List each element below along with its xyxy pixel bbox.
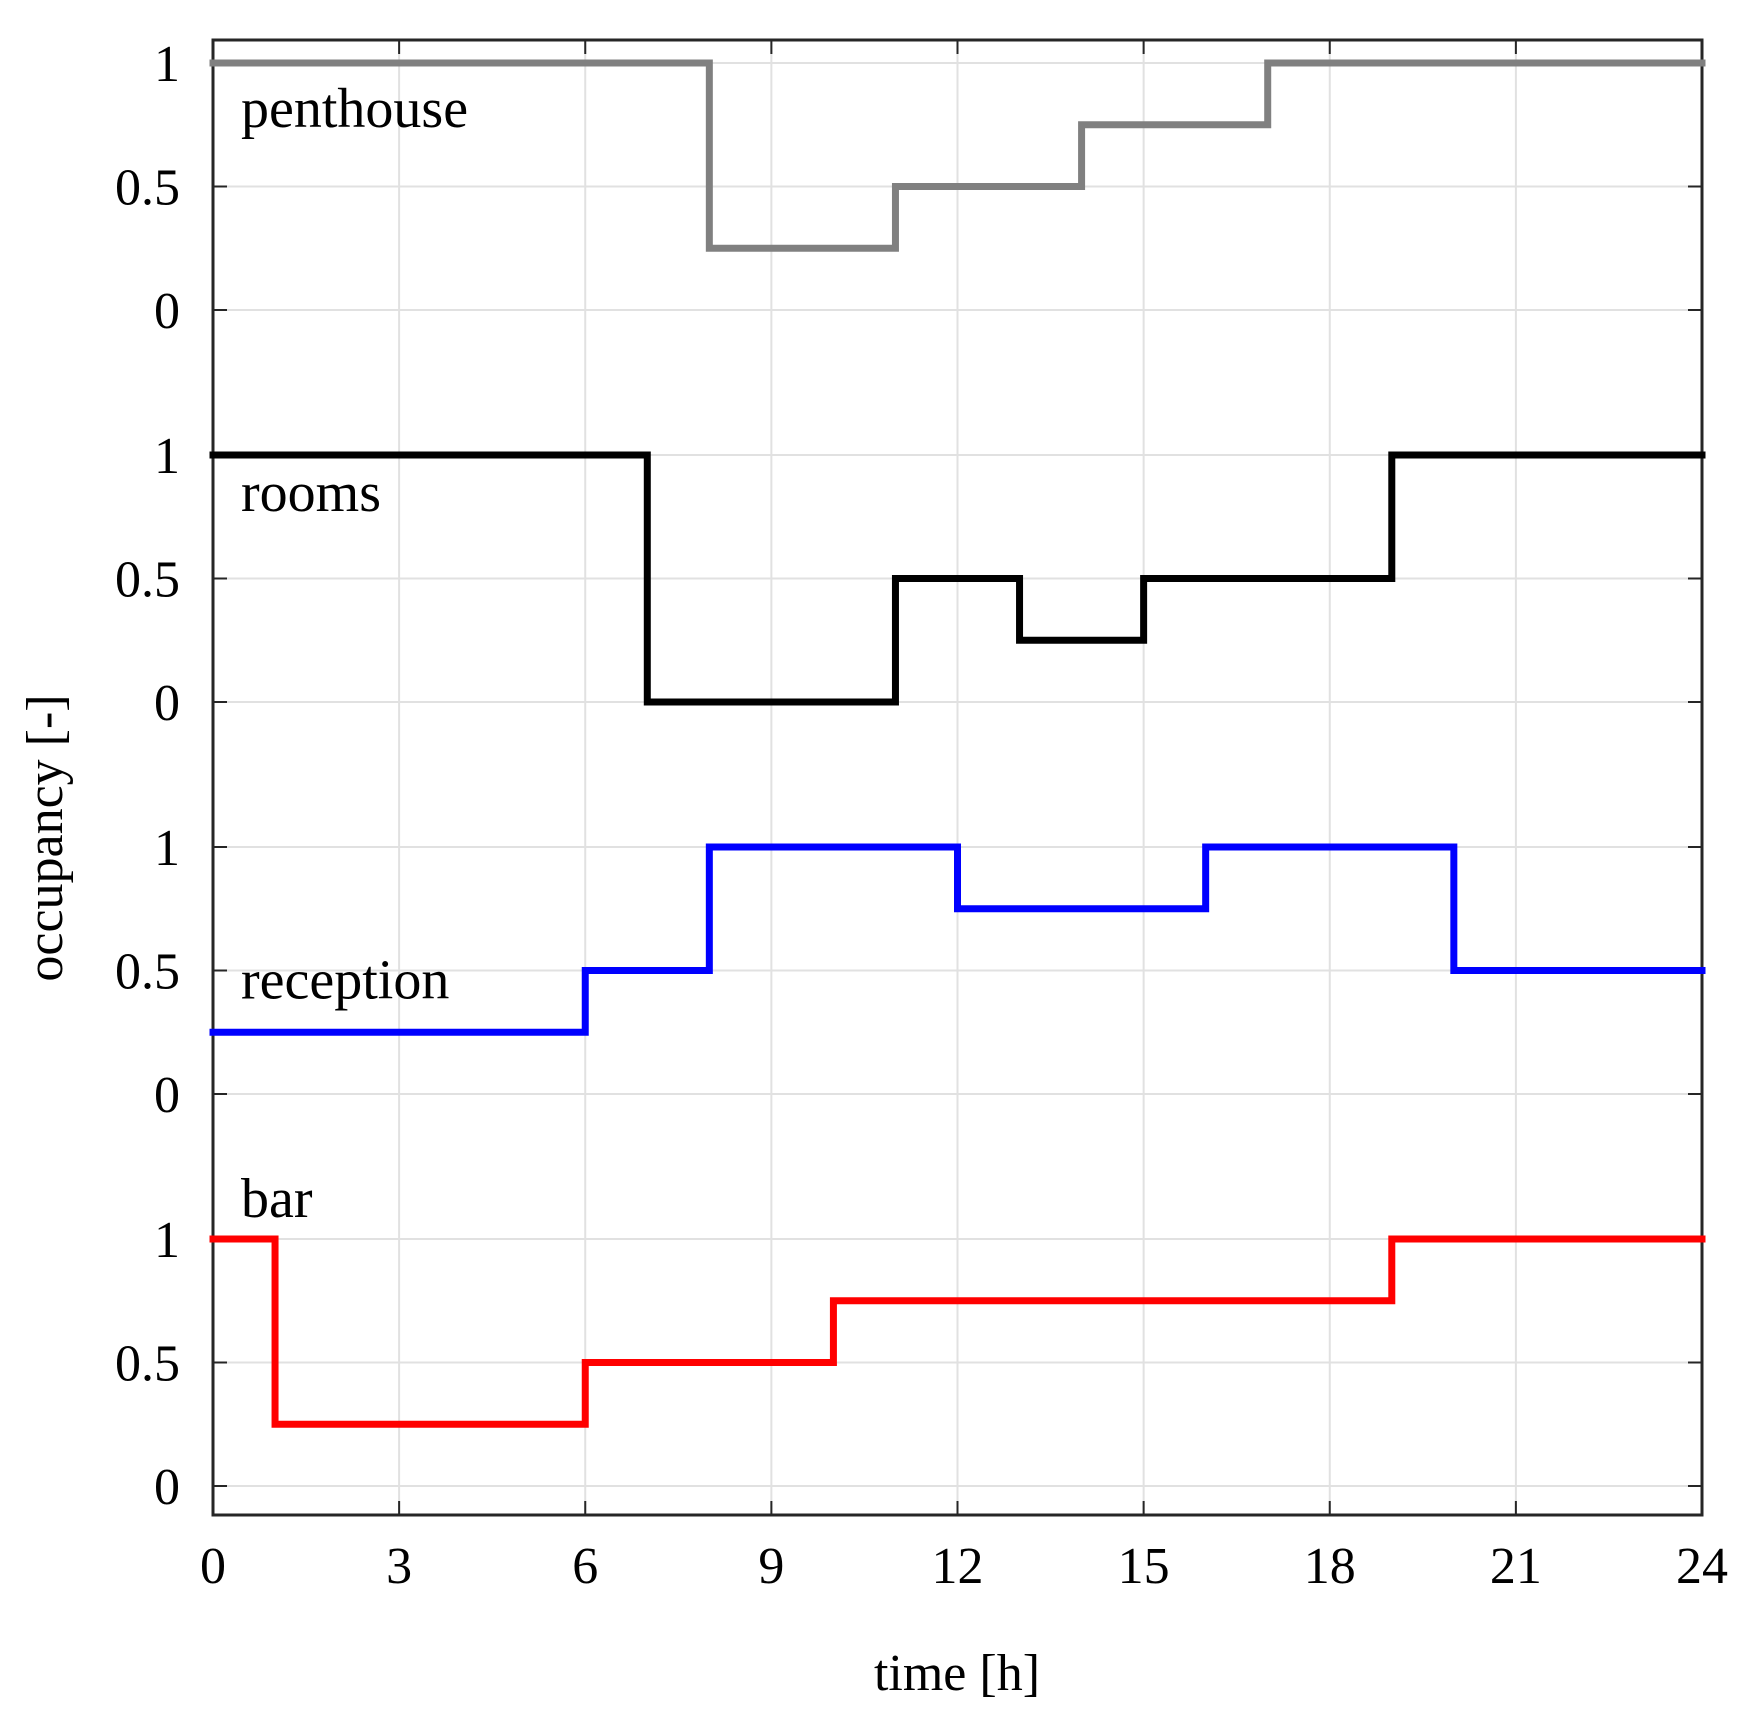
y-tick-label: 0 bbox=[154, 1459, 180, 1516]
plot-frame bbox=[211, 38, 1704, 1517]
label-layer: 0 3 6 9 12 15 18 21 24 0 0.5 1 0 0.5 1 0 0.5 1 0 0.5 1 pentho… bbox=[115, 36, 1728, 1595]
y-tick-label: 0 bbox=[154, 1067, 180, 1124]
x-axis-label: time [h] bbox=[874, 1645, 1040, 1702]
series-line-rooms bbox=[209, 451, 1706, 706]
y-axis-label: occupancy [-] bbox=[17, 694, 74, 981]
x-tick-label: 3 bbox=[386, 1538, 412, 1595]
series-layer bbox=[209, 59, 1706, 1428]
y-tick-label: 0.5 bbox=[115, 160, 180, 217]
y-tick-label: 0.5 bbox=[115, 552, 180, 609]
series-label-bar: bar bbox=[241, 1168, 313, 1230]
y-tick-label: 0 bbox=[154, 283, 180, 340]
y-tick-label: 1 bbox=[154, 428, 180, 485]
x-tick-label: 6 bbox=[572, 1538, 598, 1595]
series-label-penthouse: penthouse bbox=[241, 78, 468, 140]
series-line-penthouse bbox=[209, 59, 1706, 252]
series-line-reception bbox=[209, 843, 1706, 1036]
y-tick-label: 1 bbox=[154, 36, 180, 93]
x-tick-label: 12 bbox=[932, 1538, 984, 1595]
y-tick-label: 1 bbox=[154, 820, 180, 877]
x-tick-label: 9 bbox=[758, 1538, 784, 1595]
y-tick-label: 1 bbox=[154, 1212, 180, 1269]
y-tick-label: 0.5 bbox=[115, 944, 180, 1001]
grid-layer bbox=[213, 40, 1702, 1515]
x-tick-label: 0 bbox=[200, 1538, 226, 1595]
x-tick-label: 21 bbox=[1490, 1538, 1542, 1595]
x-tick-label: 24 bbox=[1676, 1538, 1728, 1595]
series-line-bar bbox=[209, 1235, 1706, 1428]
series-label-reception: reception bbox=[241, 950, 449, 1012]
series-label-rooms: rooms bbox=[241, 462, 381, 524]
y-tick-label: 0 bbox=[154, 675, 180, 732]
y-tick-label: 0.5 bbox=[115, 1336, 180, 1393]
x-tick-label: 18 bbox=[1304, 1538, 1356, 1595]
x-tick-label: 15 bbox=[1118, 1538, 1170, 1595]
